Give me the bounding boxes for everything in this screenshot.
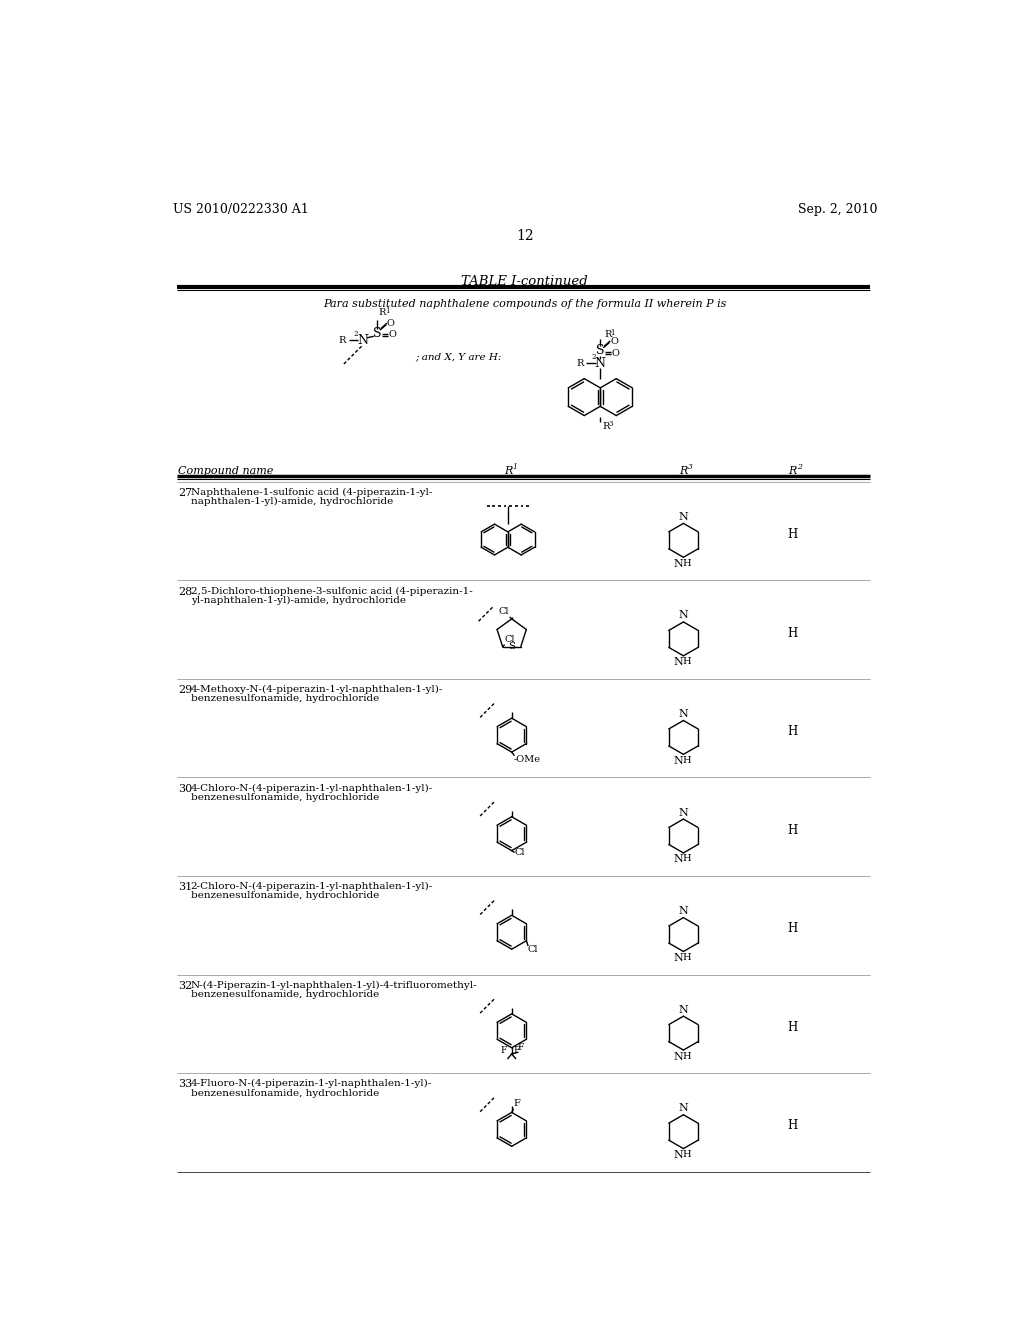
Text: H: H (682, 756, 691, 764)
Text: N: N (357, 334, 369, 347)
Text: N: N (674, 854, 684, 865)
Text: F: F (501, 1047, 507, 1056)
Text: F: F (513, 1047, 519, 1056)
Text: H: H (787, 725, 798, 738)
Text: N: N (679, 709, 688, 719)
Text: 30: 30 (178, 784, 193, 793)
Text: N: N (679, 906, 688, 916)
Text: 3: 3 (608, 420, 613, 428)
Text: N: N (595, 356, 606, 370)
Text: H: H (682, 854, 691, 863)
Text: ; and X, Y are H:: ; and X, Y are H: (416, 352, 502, 362)
Text: N: N (679, 808, 688, 817)
Text: 2-Chloro-N-(4-piperazin-1-yl-naphthalen-1-yl)-: 2-Chloro-N-(4-piperazin-1-yl-naphthalen-… (190, 882, 433, 891)
Text: Cl: Cl (514, 847, 524, 857)
Text: Cl: Cl (504, 635, 515, 644)
Text: TABLE I-continued: TABLE I-continued (462, 276, 588, 289)
Text: O: O (388, 330, 396, 339)
Text: N: N (679, 1104, 688, 1113)
Text: H: H (787, 824, 798, 837)
Text: S: S (508, 643, 515, 651)
Text: benzenesulfonamide, hydrochloride: benzenesulfonamide, hydrochloride (190, 793, 379, 801)
Text: N: N (674, 953, 684, 964)
Text: O: O (610, 337, 618, 346)
Text: N: N (679, 1005, 688, 1015)
Text: 2: 2 (798, 463, 802, 471)
Text: R: R (788, 466, 797, 477)
Text: F: F (513, 1098, 520, 1107)
Text: benzenesulfonamide, hydrochloride: benzenesulfonamide, hydrochloride (190, 891, 379, 900)
Text: R: R (339, 335, 346, 345)
Text: 32: 32 (178, 981, 193, 991)
Text: 12: 12 (516, 230, 534, 243)
Text: 4-Chloro-N-(4-piperazin-1-yl-naphthalen-1-yl)-: 4-Chloro-N-(4-piperazin-1-yl-naphthalen-… (190, 784, 433, 793)
Text: Para substituted naphthalene compounds of the formula II wherein P is: Para substituted naphthalene compounds o… (324, 298, 726, 309)
Text: R: R (379, 308, 386, 317)
Text: benzenesulfonamide, hydrochloride: benzenesulfonamide, hydrochloride (190, 1089, 379, 1097)
Text: R: R (604, 330, 611, 339)
Text: R: R (575, 359, 584, 368)
Text: N: N (674, 756, 684, 766)
Text: 4-Fluoro-N-(4-piperazin-1-yl-naphthalen-1-yl)-: 4-Fluoro-N-(4-piperazin-1-yl-naphthalen-… (190, 1080, 432, 1089)
Text: N: N (674, 657, 684, 668)
Text: H: H (682, 657, 691, 667)
Text: H: H (787, 923, 798, 936)
Text: Compound name: Compound name (178, 466, 273, 477)
Text: Naphthalene-1-sulfonic acid (4-piperazin-1-yl-: Naphthalene-1-sulfonic acid (4-piperazin… (190, 488, 432, 498)
Text: N: N (679, 512, 688, 521)
Text: N: N (674, 558, 684, 569)
Text: Cl: Cl (499, 607, 509, 615)
Text: H: H (682, 953, 691, 962)
Text: F: F (518, 1043, 524, 1052)
Text: 2,5-Dichloro-thiophene-3-sulfonic acid (4-piperazin-1-: 2,5-Dichloro-thiophene-3-sulfonic acid (… (190, 586, 472, 595)
Text: H: H (682, 1150, 691, 1159)
Text: R: R (504, 466, 512, 477)
Text: R: R (602, 422, 610, 430)
Text: 27: 27 (178, 488, 193, 498)
Text: H: H (682, 558, 691, 568)
Text: 1: 1 (512, 463, 517, 471)
Text: 28: 28 (178, 586, 193, 597)
Text: 29: 29 (178, 685, 193, 696)
Text: R: R (679, 466, 687, 477)
Text: N: N (674, 1150, 684, 1160)
Text: Sep. 2, 2010: Sep. 2, 2010 (798, 203, 878, 216)
Text: 2: 2 (591, 352, 596, 360)
Text: US 2010/0222330 A1: US 2010/0222330 A1 (173, 203, 308, 216)
Text: Cl: Cl (528, 945, 539, 954)
Text: benzenesulfonamide, hydrochloride: benzenesulfonamide, hydrochloride (190, 694, 379, 704)
Text: H: H (682, 1052, 691, 1060)
Text: 2: 2 (354, 330, 358, 338)
Text: 4-Methoxy-N-(4-piperazin-1-yl-naphthalen-1-yl)-: 4-Methoxy-N-(4-piperazin-1-yl-naphthalen… (190, 685, 443, 694)
Text: H: H (787, 1119, 798, 1133)
Text: -OMe: -OMe (514, 755, 541, 764)
Text: 1: 1 (610, 329, 614, 337)
Text: naphthalen-1-yl)-amide, hydrochloride: naphthalen-1-yl)-amide, hydrochloride (190, 498, 393, 507)
Text: N: N (679, 610, 688, 620)
Text: H: H (787, 1020, 798, 1034)
Text: S: S (596, 345, 604, 358)
Text: benzenesulfonamide, hydrochloride: benzenesulfonamide, hydrochloride (190, 990, 379, 999)
Text: O: O (611, 348, 620, 358)
Text: N: N (674, 1052, 684, 1061)
Text: 3: 3 (688, 463, 693, 471)
Text: S: S (373, 327, 381, 341)
Text: O: O (387, 319, 395, 329)
Text: yl-naphthalen-1-yl)-amide, hydrochloride: yl-naphthalen-1-yl)-amide, hydrochloride (190, 595, 406, 605)
Text: 31: 31 (178, 882, 193, 892)
Text: H: H (787, 627, 798, 640)
Text: 1: 1 (385, 308, 389, 315)
Text: H: H (787, 528, 798, 541)
Text: 33: 33 (178, 1080, 193, 1089)
Text: N-(4-Piperazin-1-yl-naphthalen-1-yl)-4-trifluoromethyl-: N-(4-Piperazin-1-yl-naphthalen-1-yl)-4-t… (190, 981, 477, 990)
